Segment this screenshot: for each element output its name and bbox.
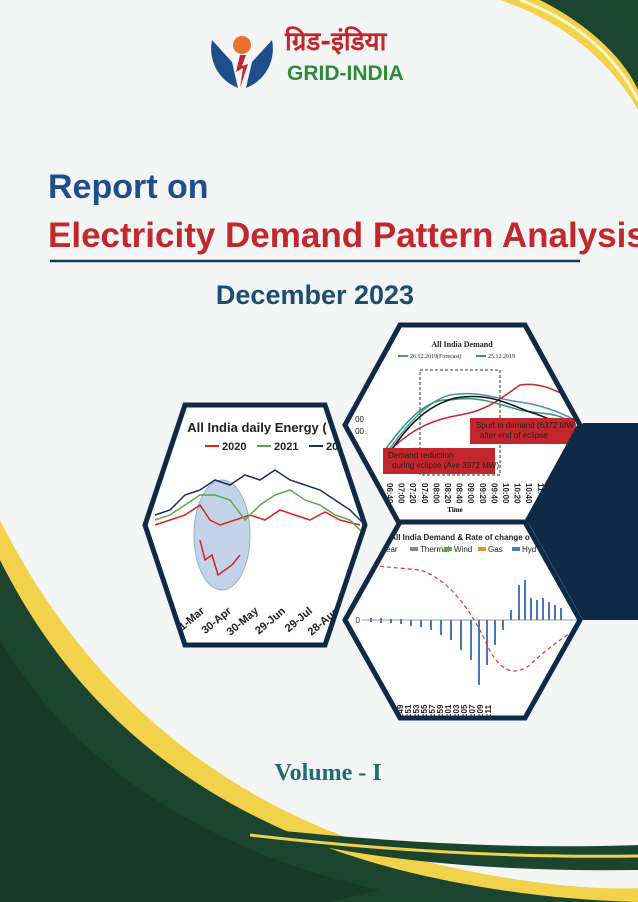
x-tick-label: 20:51 bbox=[404, 704, 413, 725]
illustration-line bbox=[384, 383, 576, 456]
y-tick-label: 0 bbox=[356, 616, 361, 625]
x-tick-label: 09:20 bbox=[478, 483, 487, 504]
hexagon-frame bbox=[342, 519, 583, 721]
title-line2: Electricity Demand Pattern Analysis bbox=[48, 216, 638, 255]
hexagon-frame bbox=[142, 402, 368, 648]
legend-label: Gas bbox=[488, 545, 503, 554]
x-tick-label: 20:55 bbox=[420, 704, 429, 725]
illustration-line bbox=[384, 392, 576, 456]
annotation-box bbox=[383, 448, 495, 474]
annotation: Demand reduction bbox=[388, 451, 453, 460]
swoosh-line bbox=[519, 0, 638, 101]
logo-bolt bbox=[236, 55, 248, 88]
x-tick-label: 09:40 bbox=[489, 483, 498, 504]
x-tick-label: 08:20 bbox=[443, 483, 452, 504]
y-tick-label: 00 bbox=[355, 427, 364, 436]
illustration-line bbox=[365, 564, 576, 672]
bottom-green-dark bbox=[0, 640, 380, 902]
legend-label: Wind bbox=[454, 545, 472, 554]
legend-swatch bbox=[444, 547, 452, 551]
illustration-line bbox=[384, 397, 576, 451]
legend-swatch bbox=[410, 547, 418, 551]
x-tick-label: 21:01 bbox=[444, 704, 453, 725]
x-tick-label: 08:40 bbox=[455, 483, 464, 504]
annotation: during eclipse (Ave 3972 MW) bbox=[392, 461, 499, 470]
legend-label: 26.12.2019(Forecast) bbox=[410, 353, 461, 360]
x-tick-label: 20:59 bbox=[436, 704, 445, 725]
logo-hand-left bbox=[211, 40, 238, 88]
x-tick-label: 09:00 bbox=[466, 483, 475, 504]
title-line1: Report on bbox=[48, 168, 209, 206]
x-tick-label: 20:49 bbox=[396, 704, 405, 725]
legend-swatch bbox=[478, 547, 486, 551]
y-tick-label: 00 bbox=[355, 415, 364, 424]
figure-title: All India Demand bbox=[431, 340, 493, 349]
annotation: after end of eclipse bbox=[480, 431, 548, 440]
logo-hindi: ग्रिड-इंडिया bbox=[284, 26, 388, 57]
legend-label: Hyd bbox=[522, 545, 536, 554]
legend-swatch bbox=[512, 547, 520, 551]
x-tick-label: 08:00 bbox=[431, 483, 440, 504]
x-tick-label: 07:00 bbox=[397, 483, 406, 504]
highlight-ellipse bbox=[193, 479, 251, 591]
x-tick-label: 21:05 bbox=[460, 704, 469, 725]
illustration-line bbox=[154, 469, 365, 526]
x-tick-label: 10:40 bbox=[524, 483, 533, 504]
logo-hand-right bbox=[246, 40, 273, 88]
bottom-line bbox=[249, 833, 638, 858]
x-tick-label: 07:20 bbox=[408, 483, 417, 504]
logo-sun bbox=[233, 36, 251, 54]
accent-hexagon bbox=[528, 423, 638, 620]
x-tick-label: 21:09 bbox=[476, 704, 485, 725]
volume: Volume - I bbox=[274, 760, 381, 786]
x-axis-label: Time bbox=[447, 506, 462, 514]
x-tick-label: 21:11 bbox=[484, 704, 493, 725]
x-tick-label: 10:20 bbox=[513, 483, 522, 504]
bottom-band bbox=[230, 825, 638, 871]
legend-label: ear bbox=[386, 545, 398, 554]
x-tick-label: 21:03 bbox=[452, 704, 461, 725]
x-tick-label: 20:53 bbox=[412, 704, 421, 725]
figure-title: All India Demand & Rate of change o bbox=[390, 533, 530, 542]
illustration-line bbox=[154, 489, 365, 536]
annotation-box bbox=[470, 418, 575, 444]
figure-title: All India daily Energy ( bbox=[187, 420, 327, 435]
logo: ग्रिड-इंडिया GRID-INDIA bbox=[211, 26, 404, 88]
swoosh-green bbox=[540, 0, 638, 90]
x-tick-label: 10:00 bbox=[501, 483, 510, 504]
legend-label: Thermal bbox=[420, 545, 450, 554]
report-date: December 2023 bbox=[216, 280, 414, 310]
illustration-line bbox=[199, 539, 241, 577]
figure-bg bbox=[145, 405, 365, 645]
legend-label: 25.12.2019 bbox=[488, 354, 515, 360]
x-tick-label: 07:40 bbox=[420, 483, 429, 504]
x-tick-label: 20:57 bbox=[428, 704, 437, 725]
x-tick-label: 06:40 bbox=[385, 483, 394, 504]
logo-english: GRID-INDIA bbox=[287, 62, 404, 85]
legend-label: 2021 bbox=[274, 441, 298, 453]
legend-label: 2020 bbox=[222, 441, 246, 453]
x-tick-label: 21:07 bbox=[468, 704, 477, 725]
annotation: Spurt in demand (6372 MW) bbox=[476, 421, 577, 430]
